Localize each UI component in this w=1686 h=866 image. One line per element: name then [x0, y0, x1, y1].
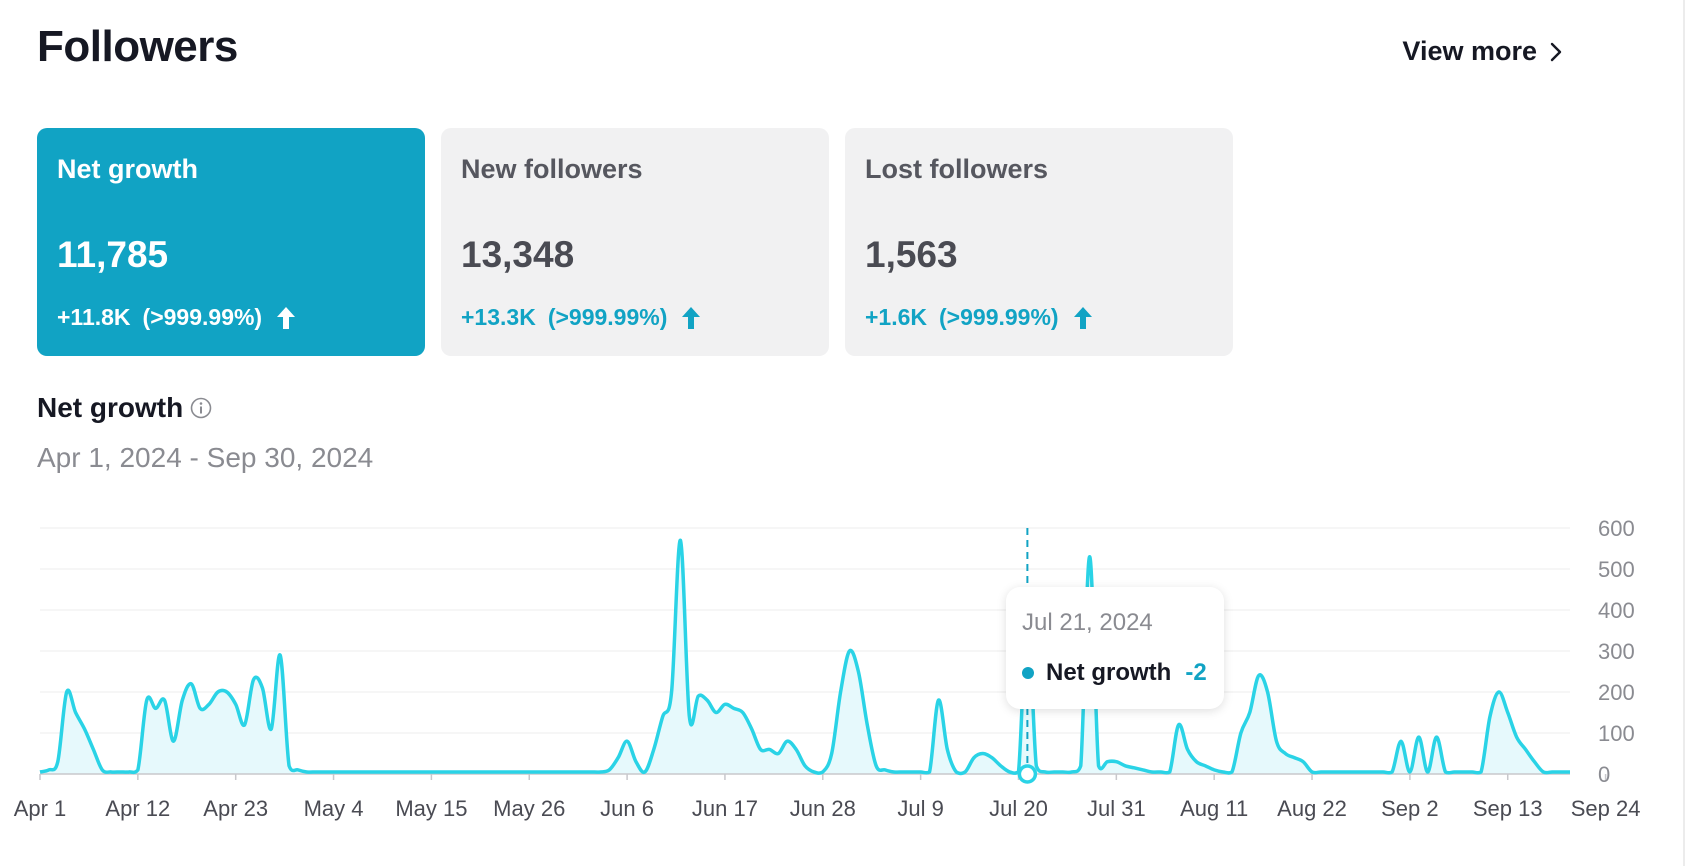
x-tick-label: May 26 [493, 796, 565, 821]
card-value: 13,348 [461, 234, 575, 275]
series-dot [1022, 667, 1034, 679]
x-tick-label: Aug 11 [1180, 796, 1248, 821]
card-new-followers[interactable]: New followers 13,348 +13.3K (>999.99%) [441, 128, 829, 356]
x-tick-label: Aug 22 [1277, 796, 1347, 821]
tooltip-value: -2 [1185, 659, 1207, 686]
area-fill [40, 540, 1570, 774]
panel-divider [1683, 0, 1685, 866]
card-label: Net growth [57, 154, 198, 184]
change-amount: +11.8K [57, 304, 131, 330]
y-tick-label: 0 [1598, 762, 1610, 787]
x-tick-label: Jul 31 [1087, 796, 1146, 821]
arrow-up-icon [277, 306, 296, 329]
net-growth-chart[interactable]: 0 100 200 300 400 500 600 Apr 1 Apr 12 Apr 23 May … [0, 510, 1686, 860]
x-tick-label: Jun 6 [600, 796, 654, 821]
page-title: Followers [37, 22, 238, 71]
change-amount: +13.3K [461, 304, 536, 330]
x-tick-label: Jun 28 [790, 796, 856, 821]
x-tick-label: May 4 [304, 796, 364, 821]
x-tick-label: Apr 23 [203, 796, 268, 821]
x-tick-label: Jul 9 [897, 796, 943, 821]
tooltip-row: Net growth -2 [1022, 659, 1208, 687]
x-tick-label: Jun 17 [692, 796, 758, 821]
card-change: +1.6K (>999.99%) [865, 304, 1093, 331]
x-tick-label: Sep 2 [1381, 796, 1439, 821]
view-more-link[interactable]: View more [1402, 36, 1565, 67]
change-amount: +1.6K [865, 304, 928, 330]
card-change: +11.8K (>999.99%) [57, 304, 296, 331]
arrow-up-icon [1073, 306, 1092, 329]
y-tick-label: 600 [1598, 516, 1635, 541]
x-tick-label: Sep 13 [1473, 796, 1543, 821]
info-icon[interactable] [189, 396, 213, 420]
date-range: Apr 1, 2024 - Sep 30, 2024 [37, 442, 374, 473]
x-tick-label: Apr 12 [105, 796, 170, 821]
card-label: Lost followers [865, 154, 1049, 184]
x-tick-label: Sep 24 [1571, 796, 1641, 821]
hover-point [1017, 764, 1038, 784]
change-percent: (>999.99%) [547, 304, 668, 330]
view-more-label: View more [1402, 36, 1537, 66]
y-tick-label: 400 [1598, 598, 1635, 623]
chart-tooltip: Jul 21, 2024 Net growth -2 [1006, 587, 1224, 709]
card-net-growth[interactable]: Net growth 11,785 +11.8K (>999.99%) [37, 128, 425, 356]
change-percent: (>999.99%) [142, 304, 263, 330]
y-tick-label: 100 [1598, 721, 1635, 746]
y-tick-label: 200 [1598, 680, 1635, 705]
card-value: 11,785 [57, 234, 169, 275]
chevron-right-icon [1550, 42, 1562, 61]
change-percent: (>999.99%) [939, 304, 1059, 330]
card-lost-followers[interactable]: Lost followers 1,563 +1.6K (>999.99%) [845, 128, 1233, 356]
x-tick-label: Apr 1 [14, 796, 67, 821]
card-label: New followers [461, 154, 643, 184]
card-change: +13.3K (>999.99%) [461, 304, 701, 331]
x-tick-label: May 15 [395, 796, 467, 821]
y-tick-label: 500 [1598, 557, 1635, 582]
tooltip-date: Jul 21, 2024 [1022, 609, 1153, 636]
y-tick-label: 300 [1598, 639, 1635, 664]
x-tick-label: Jul 20 [989, 796, 1048, 821]
metric-cards: Net growth 11,785 +11.8K (>999.99%) New … [37, 128, 1233, 356]
card-value: 1,563 [865, 234, 958, 275]
chart-section-title: Net growth [37, 392, 213, 424]
tooltip-series-name: Net growth [1046, 659, 1172, 686]
arrow-up-icon [682, 306, 701, 329]
series-line [39, 538, 1570, 776]
chart-title: Net growth [37, 392, 184, 423]
